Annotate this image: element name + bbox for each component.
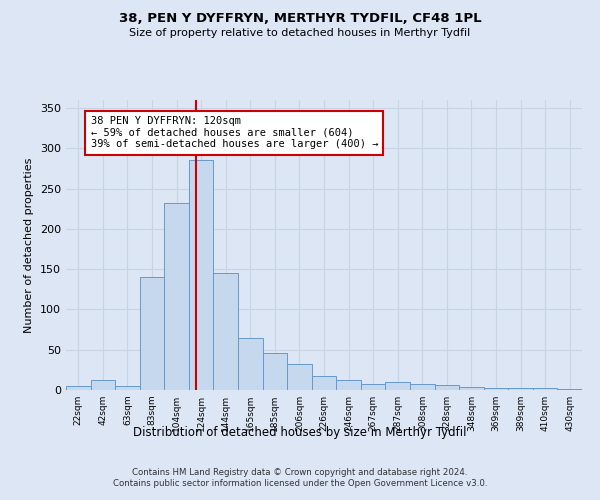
Bar xyxy=(91,380,115,390)
Bar xyxy=(164,203,189,390)
Text: Distribution of detached houses by size in Merthyr Tydfil: Distribution of detached houses by size … xyxy=(133,426,467,439)
Bar xyxy=(214,273,238,390)
Bar xyxy=(115,386,140,390)
Bar xyxy=(189,160,214,390)
Bar xyxy=(508,388,533,390)
Bar xyxy=(533,388,557,390)
Bar xyxy=(459,387,484,390)
Y-axis label: Number of detached properties: Number of detached properties xyxy=(25,158,34,332)
Bar xyxy=(361,384,385,390)
Text: 38, PEN Y DYFFRYN, MERTHYR TYDFIL, CF48 1PL: 38, PEN Y DYFFRYN, MERTHYR TYDFIL, CF48 … xyxy=(119,12,481,26)
Bar xyxy=(434,385,459,390)
Bar xyxy=(312,376,336,390)
Bar xyxy=(263,353,287,390)
Text: Contains HM Land Registry data © Crown copyright and database right 2024.
Contai: Contains HM Land Registry data © Crown c… xyxy=(113,468,487,487)
Bar xyxy=(410,384,434,390)
Bar xyxy=(557,389,582,390)
Bar xyxy=(238,338,263,390)
Text: Size of property relative to detached houses in Merthyr Tydfil: Size of property relative to detached ho… xyxy=(130,28,470,38)
Bar xyxy=(287,364,312,390)
Bar xyxy=(484,388,508,390)
Bar xyxy=(336,380,361,390)
Bar xyxy=(385,382,410,390)
Text: 38 PEN Y DYFFRYN: 120sqm
← 59% of detached houses are smaller (604)
39% of semi-: 38 PEN Y DYFFRYN: 120sqm ← 59% of detach… xyxy=(91,116,378,150)
Bar xyxy=(140,277,164,390)
Bar xyxy=(66,386,91,390)
